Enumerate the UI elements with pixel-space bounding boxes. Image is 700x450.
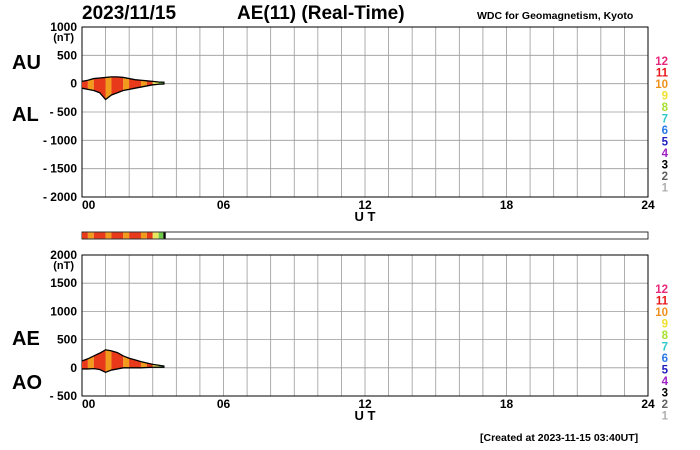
panel2-scale-label: 6	[662, 353, 668, 365]
panel2-frame	[81, 254, 649, 397]
panel1-activity-segment	[123, 76, 130, 100]
panel2-activity-segment	[87, 349, 94, 373]
panel1-unit-label: (nT)	[53, 32, 74, 44]
activity-strip-segment	[93, 232, 106, 239]
panel2-x-tick-label: 12	[358, 397, 372, 411]
panel1-x-tick-label: 06	[217, 198, 231, 212]
panel2-activity-segment	[152, 349, 159, 373]
panel1-scale-label: 10	[655, 79, 668, 91]
panel2-x-tick-label: 24	[641, 397, 655, 411]
ae-side-label: AE	[12, 328, 40, 350]
panel1-frame	[81, 26, 649, 198]
panel2-y-tick-label: 500	[57, 333, 77, 347]
activity-strip-segment	[146, 232, 153, 239]
panel1-scale-label: 2	[662, 171, 668, 183]
panel2-activity-segment	[140, 349, 147, 373]
panel1-scale-label: 8	[662, 102, 669, 114]
activity-strip-segment	[129, 232, 141, 239]
activity-strip-segment	[82, 232, 88, 239]
panel1-activity-segment	[87, 76, 94, 100]
panel2-activity-segment	[82, 349, 88, 373]
panel1-x-tick-label: 18	[500, 198, 514, 212]
activity-strip-segment	[123, 232, 130, 239]
panel2-scale-label: 8	[662, 330, 669, 342]
panel2-scale-label: 9	[662, 319, 668, 331]
panel2-activity-fill	[82, 349, 165, 373]
panel2-y-tick-label: 2000	[50, 248, 77, 262]
panel1-x-axis-label: U T	[355, 209, 376, 224]
al-side-label: AL	[12, 104, 39, 126]
panel1-upper-series-line	[81, 76, 165, 83]
panel2-activity-segment	[111, 349, 124, 373]
activity-strip-segment	[140, 232, 147, 239]
panel2-y-tick-label: - 500	[50, 389, 78, 403]
activity-strip-segment	[152, 232, 159, 239]
activity-strip-segment	[158, 232, 164, 239]
panel1-y-tick-label: - 500	[50, 105, 78, 119]
panel2-y-tick-label: 0	[70, 361, 77, 375]
panel2-scale-label: 4	[662, 376, 669, 388]
panel2-activity-segment	[93, 349, 106, 373]
panel2-y-tick-label: 1000	[50, 304, 77, 318]
panel2-scale-label: 11	[656, 296, 669, 308]
panel1-y-tick-label: 500	[57, 48, 77, 62]
panel1-scale-label: 6	[662, 125, 668, 137]
panel2-x-tick-label: 06	[217, 397, 231, 411]
panel1-y-tick-label: 0	[70, 77, 77, 91]
panel2-activity-segment	[123, 349, 130, 373]
activity-strip-segment	[87, 232, 94, 239]
panel1-scale-label: 7	[662, 114, 668, 126]
activity-strip-segment	[111, 232, 124, 239]
panel1-scale-label: 1	[662, 183, 669, 195]
panel2-activity-segment	[105, 349, 112, 373]
activity-strip-segment	[105, 232, 112, 239]
chart-date: 2023/11/15	[82, 3, 177, 24]
panel2-scale-label: 5	[662, 365, 669, 377]
panel2-activity-segment	[163, 349, 165, 373]
panel1-lower-series-line	[81, 83, 165, 101]
panel2-scale-label: 12	[655, 284, 668, 296]
panel1-scale-label: 3	[662, 160, 668, 172]
panel2-activity-segment	[129, 349, 141, 373]
panel1-x-tick-label: 24	[641, 198, 655, 212]
panel2-activity-segment	[146, 349, 153, 373]
panel2-scale-label: 7	[662, 342, 668, 354]
activity-strip-frame	[81, 231, 649, 240]
panel2-lower-series-line	[82, 366, 165, 374]
panel1-activity-segment	[111, 76, 124, 100]
panel2-unit-label: (nT)	[53, 260, 74, 272]
panel2-scale-label: 2	[662, 399, 668, 411]
created-timestamp: [Created at 2023-11-15 03:40UT]	[480, 432, 639, 444]
panel2-activity-segment	[158, 349, 164, 373]
ao-side-label: AO	[12, 372, 42, 394]
panel2-x-tick-label: 00	[82, 397, 96, 411]
panel1-scale-label: 11	[656, 68, 669, 80]
panel1-scale-label: 12	[655, 56, 668, 68]
panel1-y-tick-label: - 1000	[43, 133, 77, 147]
panel2-y-tick-label: 1500	[50, 276, 77, 290]
panel1-x-tick-label: 12	[358, 198, 372, 212]
panel2-x-axis-label: U T	[355, 408, 376, 423]
panel1-y-tick-label: 1000	[50, 20, 77, 34]
chart-title: AE(11) (Real-Time)	[237, 3, 405, 24]
panel1-activity-segment	[93, 76, 106, 100]
panel1-y-tick-label: - 2000	[43, 190, 77, 204]
au-side-label: AU	[12, 52, 41, 74]
data-source-credit: WDC for Geomagnetism, Kyoto	[477, 10, 634, 22]
panel1-y-tick-label: - 1500	[43, 162, 77, 176]
panel2-x-tick-label: 18	[500, 397, 514, 411]
panel1-x-tick-label: 00	[82, 198, 96, 212]
panel1-activity-segment	[105, 76, 112, 100]
panel2-scale-label: 3	[662, 388, 668, 400]
panel1-scale-label: 5	[662, 137, 669, 149]
panel2-scale-label: 1	[662, 411, 669, 423]
activity-strip-segment	[163, 232, 166, 239]
panel2-upper-series-line	[81, 349, 165, 367]
panel1-scale-label: 4	[662, 148, 669, 160]
panel1-scale-label: 9	[662, 91, 668, 103]
panel2-scale-label: 10	[655, 307, 668, 319]
